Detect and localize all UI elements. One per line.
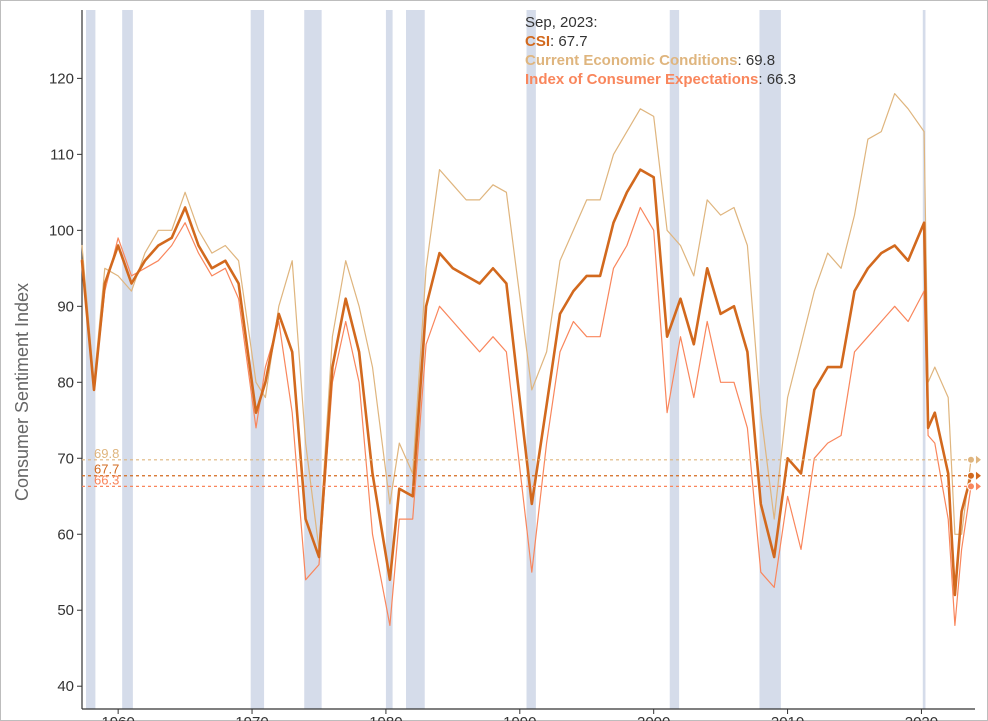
recession-band-8 bbox=[759, 10, 781, 709]
y-tick-label: 60 bbox=[57, 526, 74, 543]
y-tick-label: 100 bbox=[49, 222, 74, 239]
x-tick-label: 1990 bbox=[503, 714, 536, 721]
recession-band-7 bbox=[669, 10, 680, 709]
hover-point-marker bbox=[966, 455, 975, 464]
series-line-index-of-consumer-expectations[interactable] bbox=[81, 206, 972, 627]
value-pointer-icon bbox=[975, 455, 981, 464]
x-tick-label: 2000 bbox=[637, 714, 670, 721]
x-tick-label: 1960 bbox=[101, 714, 134, 721]
recession-band-1 bbox=[122, 10, 133, 709]
hover-tooltip: Sep, 2023: CSI: 67.7 Current Economic Cond… bbox=[525, 14, 796, 88]
tooltip-date: Sep, 2023: bbox=[525, 14, 598, 31]
x-axis: 1960 1970 1980 1990 2000 2010 2020 bbox=[82, 708, 975, 721]
recession-band-6 bbox=[526, 10, 536, 709]
tooltip-line: CSI: 67.7 bbox=[525, 33, 588, 50]
recession-band-4 bbox=[385, 10, 393, 709]
y-tick-label: 70 bbox=[57, 450, 74, 467]
series-line-csi[interactable] bbox=[80, 168, 973, 597]
tooltip-line: Current Economic Conditions: 69.8 bbox=[525, 52, 775, 69]
tooltip-separator: : bbox=[738, 52, 746, 69]
tooltip-value: 67.7 bbox=[558, 33, 587, 50]
value-pointer-icon bbox=[975, 471, 981, 480]
x-tick-label: 2010 bbox=[771, 714, 804, 721]
tooltip-line: Index of Consumer Expectations: 66.3 bbox=[525, 71, 796, 88]
tooltip-series-name: Current Economic Conditions bbox=[525, 52, 738, 69]
y-tick-label: 80 bbox=[57, 374, 74, 391]
x-tick-label: 1970 bbox=[235, 714, 268, 721]
y-axis-title: Consumer Sentiment Index bbox=[12, 283, 32, 501]
series-line-current-economic-conditions[interactable] bbox=[81, 92, 972, 551]
tooltip-separator: : bbox=[550, 33, 558, 50]
y-tick-label: 50 bbox=[57, 602, 74, 619]
recession-band-5 bbox=[405, 10, 425, 709]
series-lines[interactable] bbox=[80, 92, 973, 627]
y-tick-label: 120 bbox=[49, 70, 74, 87]
value-pointer-icon bbox=[975, 482, 981, 491]
y-tick-label: 110 bbox=[50, 146, 74, 163]
tooltip-value: 69.8 bbox=[746, 52, 775, 69]
recession-bands bbox=[86, 10, 926, 709]
y-tick-label: 90 bbox=[57, 298, 74, 315]
tooltip-series-name: Index of Consumer Expectations bbox=[525, 71, 758, 88]
x-tick-label: 1980 bbox=[369, 714, 402, 721]
x-tick-label: 2020 bbox=[905, 714, 938, 721]
recession-band-3 bbox=[304, 10, 322, 709]
reference-value-label: 66.3 bbox=[94, 472, 119, 487]
tooltip-value: 66.3 bbox=[767, 71, 796, 88]
reference-value-label: 69.8 bbox=[94, 446, 119, 461]
hover-point-marker bbox=[966, 471, 975, 480]
hover-point-marker bbox=[966, 482, 975, 491]
tooltip-separator: : bbox=[758, 71, 766, 88]
y-tick-label: 40 bbox=[57, 678, 74, 695]
current-value-reference-lines: 69.867.766.3 bbox=[82, 446, 981, 491]
recession-band-9 bbox=[922, 10, 926, 709]
y-axis: 40 50 60 70 80 90 100 110 120 bbox=[49, 10, 83, 709]
reference-value-label: 67.7 bbox=[94, 462, 119, 477]
recession-band-2 bbox=[250, 10, 265, 709]
tooltip-series-name: CSI bbox=[525, 33, 550, 50]
